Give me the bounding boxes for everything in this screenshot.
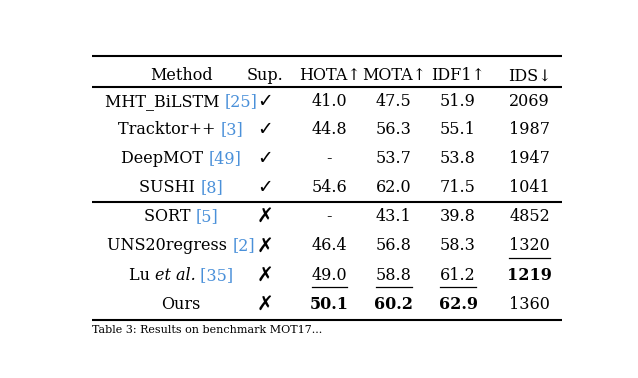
Text: -: -	[327, 150, 332, 167]
Text: 49.0: 49.0	[311, 267, 347, 284]
Text: UNS20regress: UNS20regress	[107, 237, 232, 254]
Text: 58.3: 58.3	[440, 237, 476, 254]
Text: [35]: [35]	[195, 267, 234, 284]
Text: ✓: ✓	[257, 121, 273, 139]
Text: 53.7: 53.7	[376, 150, 412, 167]
Text: 55.1: 55.1	[440, 121, 476, 138]
Text: [5]: [5]	[196, 208, 218, 225]
Text: ✓: ✓	[257, 92, 273, 111]
Text: IDF1↑: IDF1↑	[431, 67, 485, 84]
Text: 56.3: 56.3	[376, 121, 412, 138]
Text: HOTA↑: HOTA↑	[299, 67, 360, 84]
Text: Tracktor++: Tracktor++	[119, 121, 221, 138]
Text: [3]: [3]	[221, 121, 244, 138]
Text: ✓: ✓	[257, 149, 273, 168]
Text: 41.0: 41.0	[311, 93, 347, 110]
Text: 60.2: 60.2	[375, 296, 413, 313]
Text: 1219: 1219	[507, 267, 552, 284]
Text: ✗: ✗	[256, 266, 274, 285]
Text: 1947: 1947	[509, 150, 550, 167]
Text: ✗: ✗	[256, 295, 274, 314]
Text: DeepMOT: DeepMOT	[121, 150, 208, 167]
Text: 39.8: 39.8	[440, 208, 476, 225]
Text: 1987: 1987	[509, 121, 550, 138]
Text: SUSHI: SUSHI	[139, 179, 200, 196]
Text: -: -	[327, 208, 332, 225]
Text: Ours: Ours	[161, 296, 201, 313]
Text: 56.8: 56.8	[376, 237, 412, 254]
Text: [2]: [2]	[232, 237, 255, 254]
Text: SORT: SORT	[144, 208, 196, 225]
Text: ✓: ✓	[257, 178, 273, 197]
Text: IDS↓: IDS↓	[508, 67, 551, 84]
Text: 54.6: 54.6	[311, 179, 347, 196]
Text: ✗: ✗	[256, 236, 274, 256]
Text: MOTA↑: MOTA↑	[362, 67, 426, 84]
Text: MHT_BiLSTM: MHT_BiLSTM	[105, 93, 225, 110]
Text: [25]: [25]	[225, 93, 257, 110]
Text: 62.9: 62.9	[438, 296, 477, 313]
Text: 4852: 4852	[509, 208, 550, 225]
Text: 44.8: 44.8	[311, 121, 347, 138]
Text: 53.8: 53.8	[440, 150, 476, 167]
Text: [8]: [8]	[200, 179, 223, 196]
Text: ✗: ✗	[256, 207, 274, 226]
Text: 50.1: 50.1	[310, 296, 349, 313]
Text: 1360: 1360	[509, 296, 550, 313]
Text: et al.: et al.	[155, 267, 195, 284]
Text: 58.8: 58.8	[376, 267, 412, 284]
Text: 61.2: 61.2	[440, 267, 476, 284]
Text: 2069: 2069	[509, 93, 550, 110]
Text: 51.9: 51.9	[440, 93, 476, 110]
Text: 62.0: 62.0	[376, 179, 412, 196]
Text: Table 3: Results on benchmark MOT17...: Table 3: Results on benchmark MOT17...	[92, 325, 322, 335]
Text: Method: Method	[150, 67, 212, 84]
Text: Lu: Lu	[129, 267, 155, 284]
Text: Sup.: Sup.	[247, 67, 283, 84]
Text: 1041: 1041	[509, 179, 550, 196]
Text: 43.1: 43.1	[376, 208, 412, 225]
Text: 46.4: 46.4	[311, 237, 347, 254]
Text: 47.5: 47.5	[376, 93, 412, 110]
Text: 1320: 1320	[509, 237, 550, 254]
Text: [49]: [49]	[208, 150, 241, 167]
Text: 71.5: 71.5	[440, 179, 476, 196]
